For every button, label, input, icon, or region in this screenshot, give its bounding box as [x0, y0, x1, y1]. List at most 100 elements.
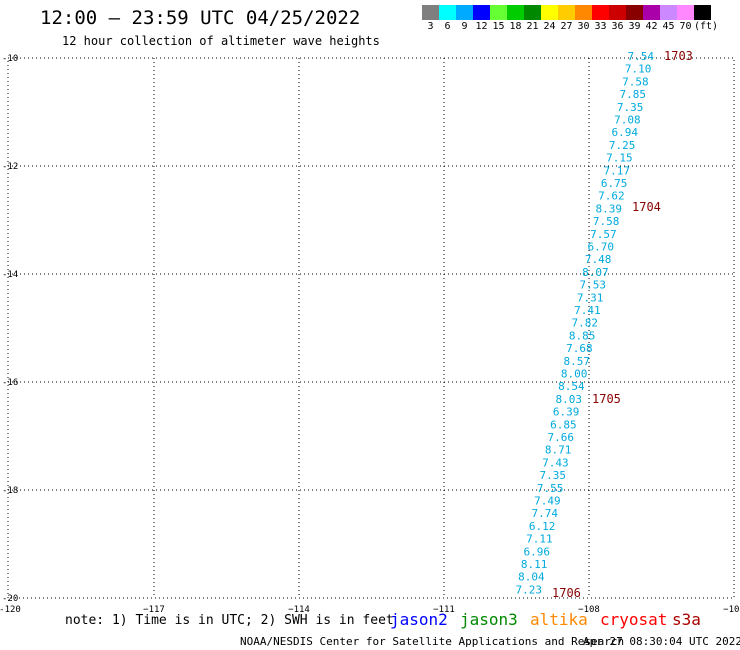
swh-value: 8.71	[545, 444, 572, 457]
legend-label: 33	[594, 21, 607, 32]
swh-value: 8.54	[558, 380, 585, 393]
legend-swatch	[694, 5, 711, 20]
legend-label: 3	[427, 21, 434, 32]
map-grid	[7, 57, 735, 599]
legend-label: 70	[679, 21, 692, 32]
swh-value: 7.35	[540, 469, 567, 482]
legend-label: 6	[444, 21, 451, 32]
legend-swatch	[643, 5, 660, 20]
legend-label: 24	[543, 21, 556, 32]
time-label: 1703	[664, 49, 693, 63]
color-legend-labels: 3 6 9 12 15 18 21 24 27 30 33 36 39 42 45 70 (ft)	[422, 21, 718, 33]
swh-value: 7.41	[574, 304, 601, 317]
legend-label: 45	[662, 21, 675, 32]
swh-value: 7.31	[577, 291, 604, 304]
lon-label: −108	[578, 605, 600, 615]
swh-value: 7.23	[516, 583, 543, 596]
legend-swatch	[473, 5, 490, 20]
swh-value: 8.00	[561, 368, 588, 381]
satellite-altika: altika	[530, 610, 588, 629]
map-axis-labels: -10 -12 -14 -16 -18 -20-120 −117 −114 −111 −108 −1…	[0, 54, 740, 615]
legend-label: 12	[475, 21, 488, 32]
swh-value: 8.11	[521, 558, 548, 571]
lat-label: -12	[2, 162, 18, 172]
legend-swatch	[660, 5, 677, 20]
legend-label: 36	[611, 21, 624, 32]
lon-label: −114	[288, 605, 310, 615]
legend-label: (ft)	[694, 21, 719, 32]
legend-swatch	[592, 5, 609, 20]
lon-label: −117	[143, 605, 165, 615]
legend-swatch	[677, 5, 694, 20]
map-frame	[7, 57, 735, 599]
legend-swatch	[541, 5, 558, 20]
legend-swatch	[575, 5, 592, 20]
swh-value: 8.04	[518, 571, 545, 584]
swh-value: 7.48	[585, 253, 612, 266]
swh-value: 7.85	[620, 88, 647, 101]
swh-value: 6.94	[612, 126, 639, 139]
lon-label: −105	[723, 605, 740, 615]
legend-swatch	[558, 5, 575, 20]
legend-swatch	[490, 5, 507, 20]
swh-value: 6.75	[601, 177, 628, 190]
swh-value: 8.85	[569, 329, 596, 342]
legend-label: 39	[628, 21, 641, 32]
swh-value: 7.25	[609, 139, 636, 152]
swh-value: 6.70	[588, 241, 615, 254]
swh-value: 7.17	[604, 164, 631, 177]
page-subtitle: 12 hour collection of altimeter wave hei…	[62, 34, 380, 48]
swh-value: 7.54	[628, 50, 655, 63]
legend-label: 18	[509, 21, 522, 32]
swh-value: 6.85	[550, 418, 577, 431]
swh-value: 8.57	[564, 355, 591, 368]
legend-swatch	[626, 5, 643, 20]
swh-value: 7.49	[534, 495, 561, 508]
lat-label: -14	[2, 270, 18, 280]
swh-value: 7.74	[532, 507, 559, 520]
legend-label: 9	[461, 21, 468, 32]
swh-value: 7.82	[572, 317, 599, 330]
footer-note: note: 1) Time is in UTC; 2) SWH is in fe…	[65, 613, 394, 628]
swh-value: 7.43	[542, 456, 569, 469]
legend-label: 42	[645, 21, 658, 32]
swh-value: 6.39	[553, 406, 580, 419]
swh-value: 7.35	[617, 101, 644, 114]
swh-value: 7.57	[590, 228, 617, 241]
legend-label: 21	[526, 21, 539, 32]
swh-value: 7.58	[622, 75, 649, 88]
legend-swatch	[439, 5, 456, 20]
lat-label: -16	[2, 378, 18, 388]
legend-label: 27	[560, 21, 573, 32]
swh-value: 8.39	[596, 202, 623, 215]
swh-value: 7.55	[537, 482, 564, 495]
legend-label: 30	[577, 21, 590, 32]
time-labels: 1703 1704 1705 1706	[552, 49, 693, 600]
credit-text: NOAA/NESDIS Center for Satellite Applica…	[240, 635, 625, 648]
lat-label: -20	[2, 594, 18, 604]
legend-swatch	[524, 5, 541, 20]
satellite-jason2: jason2	[390, 610, 448, 629]
lat-label: -10	[2, 54, 18, 64]
satellite-s3a: s3a	[672, 610, 701, 629]
wave-height-track: 7.547.107.587.857.357.086.947.257.157.17…	[516, 50, 655, 596]
swh-value: 8.07	[582, 266, 609, 279]
satellite-jason3: jason3	[460, 610, 518, 629]
lat-label: -18	[2, 486, 18, 496]
swh-value: 7.10	[625, 63, 652, 76]
timestamp-text: Apr 27 08:30:04 UTC 2022	[583, 635, 740, 648]
legend-swatch	[456, 5, 473, 20]
swh-value: 7.68	[566, 342, 593, 355]
swh-value: 7.11	[526, 533, 553, 546]
legend-swatch	[507, 5, 524, 20]
time-label: 1705	[592, 392, 621, 406]
swh-value: 7.08	[614, 114, 641, 127]
lon-label: -120	[0, 605, 21, 615]
time-label: 1706	[552, 586, 581, 600]
color-legend-bar	[422, 5, 711, 20]
lon-label: −111	[433, 605, 455, 615]
swh-value: 7.53	[580, 279, 607, 292]
time-label: 1704	[632, 200, 661, 214]
swh-value: 7.66	[548, 431, 575, 444]
